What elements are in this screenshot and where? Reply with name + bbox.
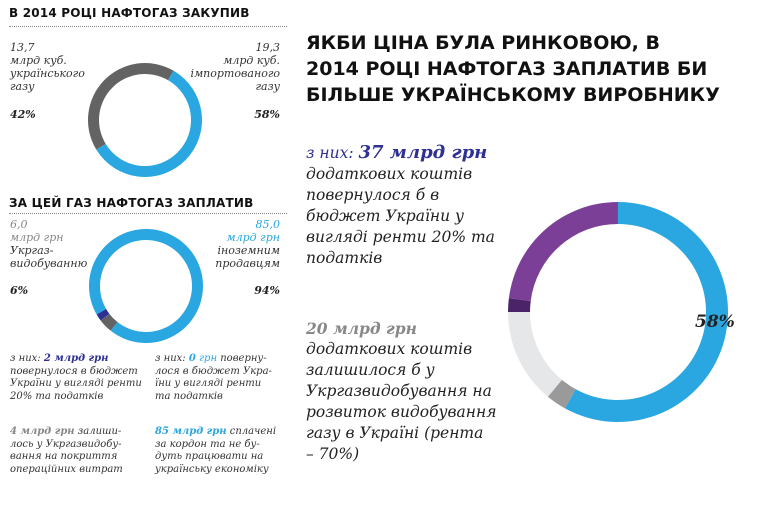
chart1-right-line: млрд куб. — [223, 54, 280, 67]
chart2-left-label: 6,0 млрд грн Укргаз- видобуванню — [10, 218, 110, 270]
chart3-t2-line: газу в Україні (рента — [306, 424, 484, 442]
note4-line: сплачені — [226, 426, 277, 437]
chart1-rule — [9, 26, 287, 28]
note1-prefix: з них: — [10, 353, 44, 364]
chart2-left-value: 6,0 — [10, 218, 28, 231]
chart3-title-line: 2014 РОЦІ НАФТОГАЗ ЗАПЛАТИВ БИ — [306, 58, 708, 80]
note-budget-2bn: з них: 2 млрд грн повернулося в бюджет У… — [10, 353, 148, 403]
chart1-title: В 2014 РОЦІ НАФТОГАЗ ЗАКУПИВ — [9, 6, 250, 20]
chart2-right-unit: млрд грн — [226, 231, 280, 244]
chart2-slice-1 — [100, 313, 118, 331]
chart1-right-pct: 58% — [254, 108, 280, 121]
note3-line: операційних витрат — [10, 463, 123, 475]
chart3-slice-3 — [508, 298, 531, 312]
chart3-t2-line: розвиток видобування — [306, 403, 497, 421]
chart3-t1-amount: 37 млрд грн — [358, 142, 488, 163]
chart2-right-label: 85,0 млрд грн іноземним продавцям — [180, 218, 280, 270]
chart2-left-line: видобуванню — [10, 257, 88, 270]
chart1-left-pct: 42% — [10, 108, 36, 121]
chart2-left-pct: 6% — [10, 284, 29, 297]
chart1-right-label: 19,3 млрд куб. імпортованого газу — [180, 41, 280, 93]
note1-line: 20% та податків — [10, 390, 104, 402]
note2-line: та податків — [155, 390, 223, 402]
chart2-right-line: продавцям — [215, 257, 280, 270]
note3-line: вання на покриття — [10, 451, 118, 462]
note2-unit: грн — [195, 353, 218, 364]
chart1-left-line: млрд куб. — [10, 54, 67, 67]
chart3-t1-line: додаткових коштів — [306, 165, 473, 183]
chart3-title-line: ЯКБИ ЦІНА БУЛА РИНКОВОЮ, В — [306, 32, 660, 54]
chart1-left-line: українського — [10, 67, 85, 80]
note1-line: України у вигляді ренти — [10, 378, 142, 389]
note4-line: дуть працювати на — [155, 451, 264, 462]
note4-amount: 85 млрд грн — [155, 426, 227, 437]
note1-line: повернулося в бюджет — [10, 365, 138, 377]
note3-amount: 4 млрд грн — [10, 426, 75, 437]
chart3-slice-2 — [508, 312, 562, 397]
chart3-t1-line: повернулося б в — [306, 186, 440, 204]
chart3-t2-line: залишилося б у — [306, 361, 435, 379]
note2-line: їни у вигляді ренти — [155, 378, 262, 389]
chart3-t2-line: додаткових коштів — [306, 340, 473, 358]
chart2-right-pct: 94% — [254, 284, 280, 297]
chart2-title: ЗА ЦЕЙ ГАЗ НАФТОГАЗ ЗАПЛАТИВ — [9, 196, 254, 210]
note3-line: залиши- — [74, 426, 122, 437]
chart1-right-line: імпортованого — [190, 67, 280, 80]
note1-amount: 2 млрд грн — [43, 353, 109, 364]
chart1-right-value: 19,3 — [255, 41, 281, 54]
chart1-left-label: 13,7 млрд куб. українського газу — [10, 41, 110, 93]
chart2-rule — [9, 213, 287, 215]
chart1-right-line: газу — [255, 80, 281, 93]
chart3-title-line: БІЛЬШЕ УКРАЇНСЬКОМУ ВИРОБНИКУ — [306, 84, 720, 106]
chart2-left-unit: млрд грн — [10, 231, 64, 244]
note2-prefix: з них: — [155, 353, 189, 364]
note4-line: українську економіку — [155, 463, 269, 475]
note2-line: лося в бюджет Укра- — [155, 365, 272, 377]
chart3-t2-line: – 70%) — [306, 445, 360, 463]
chart3-t1-line: вигляді ренти 20% та — [306, 228, 495, 246]
chart3-t1-lead: з них: — [306, 144, 359, 162]
note-abroad-85bn: 85 млрд грн сплачені за кордон та не бу-… — [155, 426, 285, 476]
note4-line: за кордон та не бу- — [155, 438, 260, 450]
chart3-pct-label: 58% — [695, 312, 735, 332]
chart2-right-value: 85,0 — [255, 218, 281, 231]
chart2-slice-2 — [96, 309, 110, 321]
chart3-t2-line: Укргазвидобування на — [306, 382, 492, 400]
note2-amount: 0 — [188, 353, 196, 364]
chart3-t2-amount: 20 млрд грн — [306, 319, 417, 338]
note-operating-4bn: 4 млрд грн залиши- лось у Укргазвидобу- … — [10, 426, 148, 476]
chart3-text-budget: з них: 37 млрд грн додаткових коштів пов… — [306, 142, 516, 269]
chart3-t1-line: бюджет України у — [306, 207, 465, 225]
chart1-left-line: газу — [10, 80, 35, 93]
note2-line: поверну- — [217, 353, 267, 364]
chart2-right-line: іноземним — [217, 244, 280, 257]
chart3-slice-0 — [565, 202, 729, 422]
chart3-title: ЯКБИ ЦІНА БУЛА РИНКОВОЮ, В 2014 РОЦІ НАФ… — [306, 30, 720, 108]
chart1-slice-1 — [87, 63, 174, 150]
note3-line: лось у Укргазвидобу- — [10, 438, 122, 450]
chart3-slice-4 — [508, 202, 618, 301]
chart3-text-ugv: 20 млрд грн додаткових коштів залишилося… — [306, 318, 516, 465]
chart3-t1-line: податків — [306, 249, 383, 267]
chart3-slice-1 — [547, 379, 576, 409]
chart1-left-value: 13,7 — [10, 41, 35, 54]
note-budget-0: з них: 0 грн поверну- лося в бюджет Укра… — [155, 353, 285, 403]
chart2-left-line: Укргаз- — [10, 244, 54, 257]
